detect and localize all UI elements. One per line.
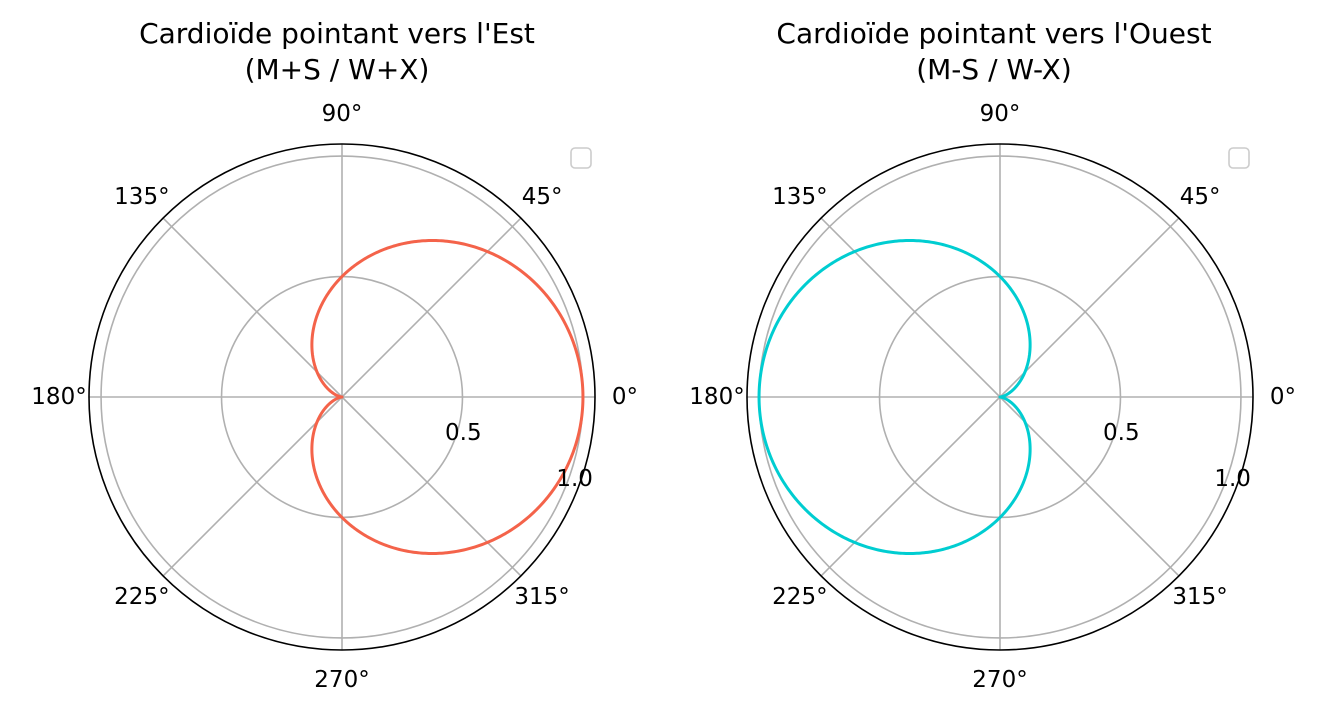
series-line: [310, 239, 585, 555]
theta-tick-label: 180°: [31, 384, 86, 410]
theta-tick-label: 225°: [114, 584, 169, 610]
series-line: [757, 239, 1032, 555]
theta-tick-label: 0°: [1270, 384, 1296, 410]
theta-tick-label: 0°: [612, 384, 638, 410]
polar-chart-west: Cardioïde pointant vers l'Ouest (M-S / W…: [689, 17, 1296, 693]
theta-tick-label: 225°: [772, 584, 827, 610]
chart-title: Cardioïde pointant vers l'Ouest: [776, 17, 1211, 50]
r-tick-label: 0.5: [1103, 420, 1140, 446]
polar-spine: [88, 143, 596, 651]
theta-grid-line: [999, 396, 1180, 577]
r-tick-label: 1.0: [1214, 466, 1251, 492]
label-layer: 0° 45° 90° 135° 180° 225° 270° 315° 0.5 1.0: [689, 101, 1296, 693]
theta-grid-line: [162, 396, 343, 577]
theta-grid-line: [820, 396, 1001, 577]
theta-tick-label: 45°: [1180, 184, 1221, 210]
series-layer: [310, 239, 585, 555]
theta-tick-label: 315°: [514, 584, 569, 610]
theta-grid-line: [820, 217, 1001, 398]
theta-tick-label: 315°: [1172, 584, 1227, 610]
r-tick-label: 1.0: [556, 466, 593, 492]
legend-box: [1228, 147, 1250, 169]
polar-spine: [746, 143, 1254, 651]
theta-tick-label: 135°: [114, 184, 169, 210]
theta-grid-line: [341, 396, 522, 577]
theta-tick-label: 90°: [322, 101, 363, 127]
series-layer: [757, 239, 1032, 555]
theta-grid-line: [162, 217, 343, 398]
theta-grid-line: [341, 217, 522, 398]
theta-tick-label: 270°: [972, 667, 1027, 693]
axis-layer: [88, 143, 596, 651]
axis-layer: [746, 143, 1254, 651]
theta-tick-label: 135°: [772, 184, 827, 210]
theta-tick-label: 270°: [314, 667, 369, 693]
r-tick-label: 0.5: [445, 420, 482, 446]
chart-title: Cardioïde pointant vers l'Est: [139, 17, 535, 50]
theta-tick-label: 45°: [522, 184, 563, 210]
legend-box: [570, 147, 592, 169]
theta-tick-label: 180°: [689, 384, 744, 410]
chart-subtitle: (M-S / W-X): [916, 53, 1072, 86]
theta-tick-label: 90°: [980, 101, 1021, 127]
theta-grid-line: [999, 217, 1180, 398]
label-layer: 0° 45° 90° 135° 180° 225° 270° 315° 0.5 1.0: [31, 101, 638, 693]
chart-subtitle: (M+S / W+X): [245, 53, 430, 86]
polar-chart-east: Cardioïde pointant vers l'Est (M+S / W+X…: [31, 17, 638, 693]
